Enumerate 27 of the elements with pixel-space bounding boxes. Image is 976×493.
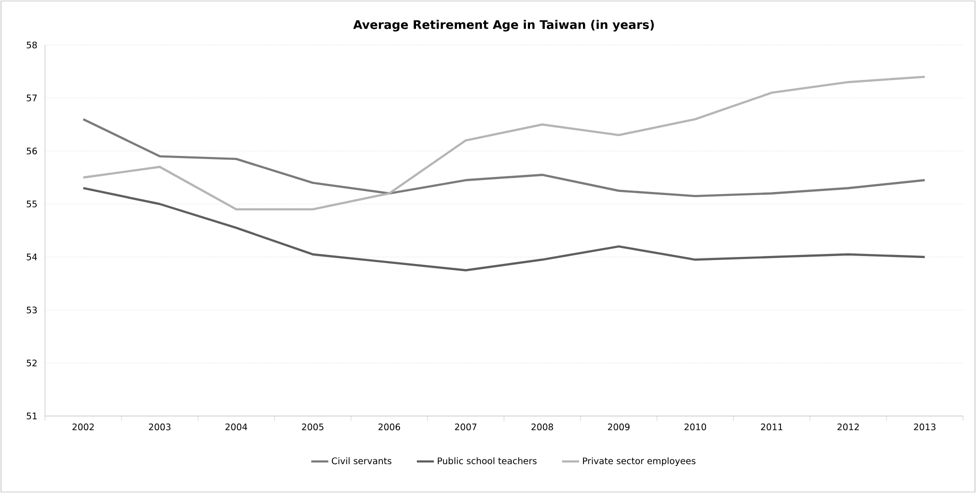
x-tick-label: 2008 <box>532 424 554 430</box>
line-series <box>82 118 926 198</box>
line-series <box>82 76 926 210</box>
y-tick-label: 53 <box>26 306 37 314</box>
y-tick-label: 58 <box>26 42 37 48</box>
x-tick-label: 2002 <box>72 424 94 430</box>
x-tick-label: 2010 <box>684 424 706 430</box>
legend-label: Civil servants <box>332 457 392 464</box>
y-tick-label: 52 <box>26 360 37 366</box>
x-tick-label: 2013 <box>914 424 936 430</box>
y-tick-label: 57 <box>26 94 37 102</box>
x-tick-label: 2007 <box>455 424 476 430</box>
x-tick-label: 2006 <box>378 424 400 430</box>
legend-label: Private sector employees <box>583 457 696 466</box>
y-tick-label: 51 <box>26 412 37 420</box>
legend-label: Public school teachers <box>438 457 537 464</box>
y-tick-label: 54 <box>26 254 37 260</box>
y-tick-label: 55 <box>26 200 37 208</box>
x-tick-label: 2012 <box>838 424 859 430</box>
line-series <box>82 187 926 272</box>
chart-title: Average Retirement Age in Taiwan (in years) <box>353 20 654 32</box>
x-tick-label: 2011 <box>761 424 782 430</box>
x-tick-label: 2005 <box>302 424 324 430</box>
y-tick-label: 56 <box>26 148 37 154</box>
x-tick-label: 2004 <box>226 424 248 430</box>
x-tick-label: 2009 <box>608 424 630 430</box>
x-tick-label: 2003 <box>149 424 170 430</box>
